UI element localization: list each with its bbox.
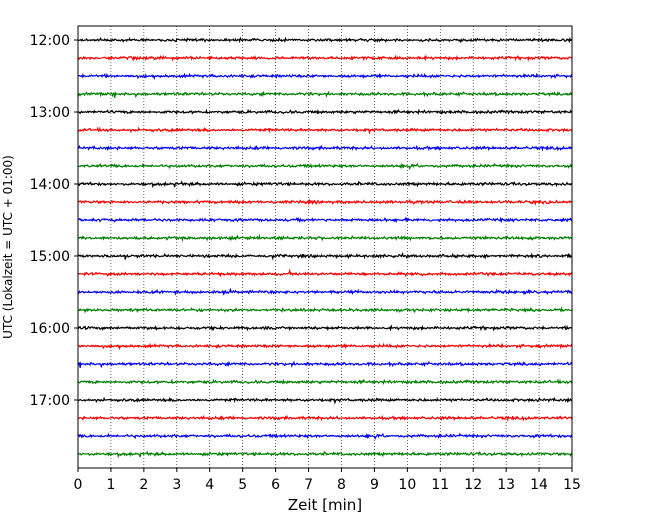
trace-line <box>77 432 573 441</box>
x-tick-label: 1 <box>106 477 115 493</box>
trace-line <box>77 396 573 405</box>
trace-line <box>77 378 573 386</box>
y-axis-ticks: 12:00 13:00 14:00 15:00 16:00 17:00 <box>30 33 78 409</box>
x-tick-label: 4 <box>205 477 214 493</box>
trace-line <box>77 180 573 189</box>
x-axis-label: Zeit [min] <box>288 496 362 514</box>
x-tick-label: 12 <box>464 477 482 493</box>
x-tick-label: 5 <box>238 477 247 493</box>
x-tick-label: 3 <box>172 477 181 493</box>
x-tick-label: 9 <box>370 477 379 493</box>
trace-line <box>77 306 573 314</box>
y-tick-label: 14:00 <box>30 177 70 193</box>
trace-line <box>77 36 573 44</box>
trace-line <box>77 216 573 224</box>
x-tick-label: 14 <box>530 477 548 493</box>
trace-line <box>77 198 573 206</box>
x-tick-label: 13 <box>497 477 515 493</box>
y-tick-label: 13:00 <box>30 105 70 121</box>
plot-frame <box>77 25 573 469</box>
trace-line <box>77 360 573 369</box>
trace-line <box>77 414 573 422</box>
trace-line <box>77 54 573 62</box>
trace-line <box>77 126 573 135</box>
y-tick-label: 15:00 <box>30 249 70 265</box>
x-tick-label: 10 <box>398 477 416 493</box>
trace-line <box>77 288 573 296</box>
y-tick-label: 17:00 <box>30 393 70 409</box>
x-tick-label: 0 <box>74 477 83 493</box>
x-tick-label: 7 <box>304 477 313 493</box>
trace-line <box>77 90 573 99</box>
trace-line <box>77 108 573 116</box>
x-tick-label: 11 <box>431 477 449 493</box>
x-tick-label: 15 <box>563 477 581 493</box>
x-tick-label: 2 <box>139 477 148 493</box>
y-tick-label: 12:00 <box>30 33 70 49</box>
trace-line <box>77 233 573 243</box>
trace-line <box>77 144 573 152</box>
trace-line <box>77 342 573 351</box>
trace-line <box>77 268 573 278</box>
trace-line <box>77 450 573 459</box>
x-tick-label: 6 <box>271 477 280 493</box>
y-tick-label: 16:00 <box>30 321 70 337</box>
trace-line <box>77 252 573 261</box>
trace-line <box>77 72 573 81</box>
x-axis-ticks: 0 1 2 3 4 5 6 7 8 9 10 11 12 13 14 15 <box>74 468 581 493</box>
trace-line <box>77 162 573 171</box>
trace-line <box>77 324 573 332</box>
y-axis-label: UTC (Lokalzeit = UTC + 01:00) <box>1 155 15 339</box>
x-tick-label: 8 <box>337 477 346 493</box>
seismogram-traces <box>77 36 573 459</box>
